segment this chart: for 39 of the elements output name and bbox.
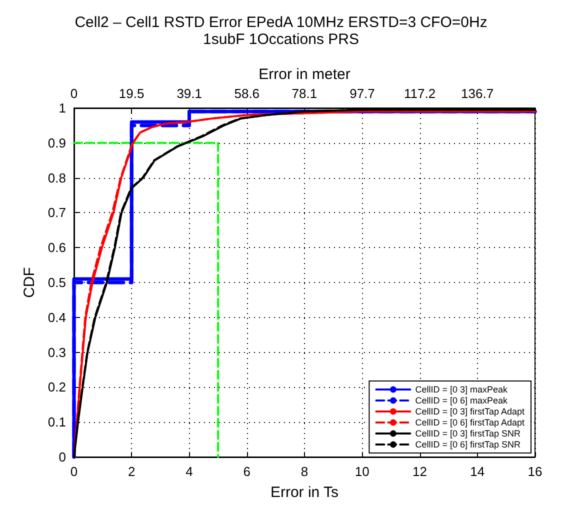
x-tick-label: 14	[470, 464, 485, 479]
x2-tick-label: 117.2	[404, 86, 436, 101]
y-tick-label: 0	[58, 450, 66, 464]
x-tick-label: 16	[528, 464, 542, 479]
y-tick-label: 0.2	[48, 380, 66, 395]
x-tick-label: 8	[300, 464, 308, 479]
y-tick-label: 0.4	[48, 310, 66, 325]
y-tick-label: 0.6	[48, 240, 66, 256]
y-tick-label: 0.5	[48, 275, 66, 290]
x2-tick-label: 78.1	[292, 86, 318, 101]
x-axis-title: Error in Ts	[270, 484, 339, 501]
legend-label: CellID = [0 6] firstTap SNR	[415, 440, 521, 450]
y-tick-label: 0.1	[48, 414, 66, 430]
x2-tick-label: 0	[70, 86, 78, 101]
x-tick-label: 2	[128, 464, 136, 479]
x2-tick-label: 136.7	[461, 86, 494, 101]
x2-tick-label: 19.5	[118, 86, 144, 101]
y-tick-label: 0.9	[48, 135, 66, 150]
y-tick-label: 0.3	[48, 344, 66, 360]
legend-label: CellID = [0 6] firstTap Adapt	[415, 418, 526, 428]
legend-label: CellID = [0 3] maxPeak	[415, 384, 508, 394]
chart-title: Cell2 – Cell1 RSTD Error EPedA 10MHz ERSTD=3 CFO=0Hz	[74, 14, 488, 31]
y-tick-label: 0.7	[48, 205, 66, 220]
x2-tick-label: 39.1	[176, 86, 202, 101]
x-tick-label: 4	[186, 464, 193, 479]
x-tick-label: 6	[243, 464, 250, 479]
x2-tick-label: 97.7	[350, 86, 375, 101]
x-tick-label: 0	[70, 464, 78, 479]
x-tick-label: 12	[412, 464, 427, 479]
x-tick-label: 10	[354, 464, 370, 479]
legend-label: CellID = [0 3] firstTap Adapt	[415, 406, 526, 416]
y-axis-title: CDF	[21, 267, 38, 298]
legend-label: CellID = [0 3] firstTap SNR	[415, 428, 521, 438]
legend-label: CellID = [0 6] maxPeak	[415, 396, 508, 406]
x2-tick-label: 58.6	[234, 86, 260, 101]
y-tick-label: 0.8	[48, 170, 66, 186]
x2-axis-title: Error in meter	[258, 66, 350, 84]
chart-subtitle: 1subF 1Occations PRS	[203, 31, 359, 48]
y-tick-label: 1	[58, 100, 66, 116]
